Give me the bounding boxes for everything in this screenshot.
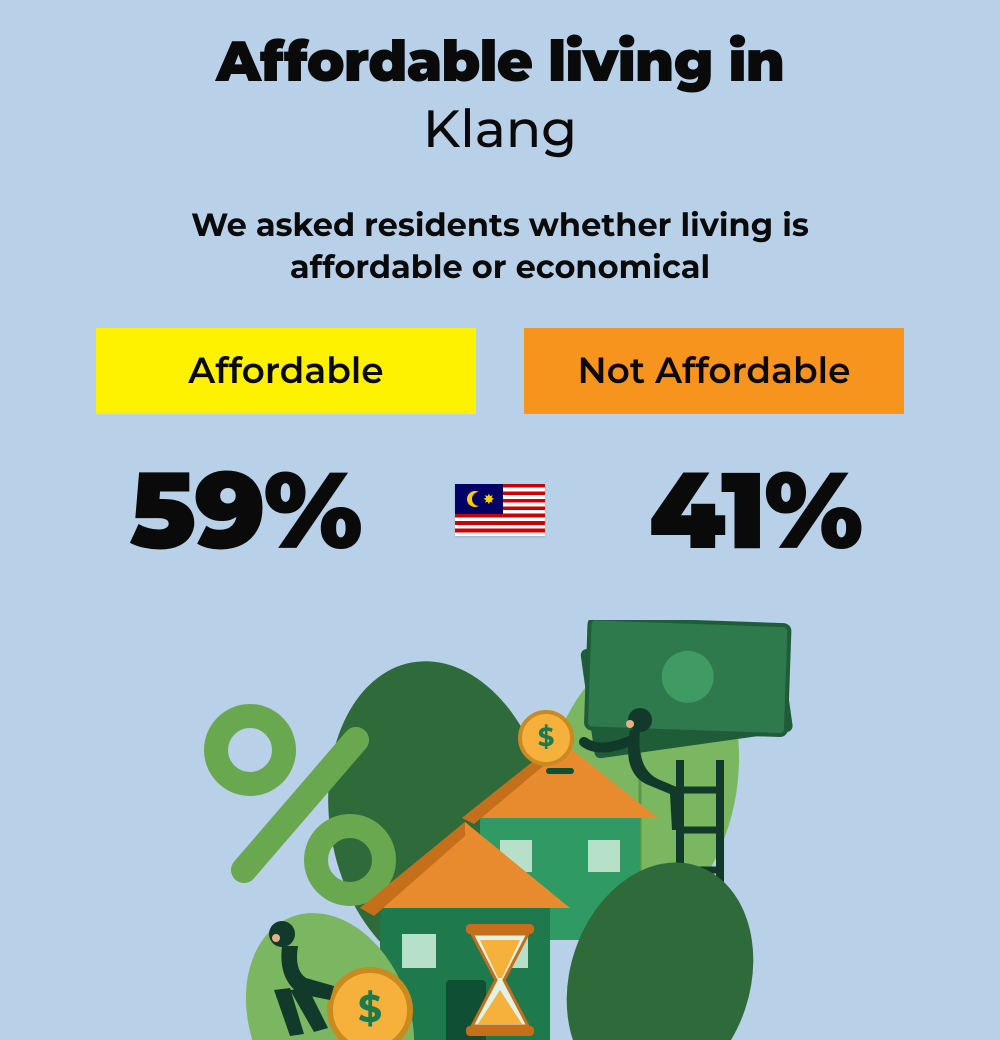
svg-text:$: $ <box>538 721 555 753</box>
subtitle: We asked residents whether living is aff… <box>110 205 890 288</box>
badge-row: Affordable Not Affordable <box>0 328 1000 414</box>
title-line1: Affordable living in <box>0 28 1000 96</box>
flag-icon: ✸ <box>455 484 545 536</box>
percent-not-affordable: 41% <box>585 444 925 576</box>
illustration: $ $ <box>180 620 820 1040</box>
coin-insert-icon: $ <box>520 712 572 764</box>
svg-text:$: $ <box>358 985 382 1032</box>
title-city: Klang <box>0 98 1000 161</box>
percent-row: 59% ✸ 41% <box>0 444 1000 576</box>
badge-affordable: Affordable <box>96 328 476 414</box>
badge-not-affordable: Not Affordable <box>524 328 904 414</box>
percent-affordable: 59% <box>75 444 415 576</box>
money-bills-icon <box>571 620 805 763</box>
